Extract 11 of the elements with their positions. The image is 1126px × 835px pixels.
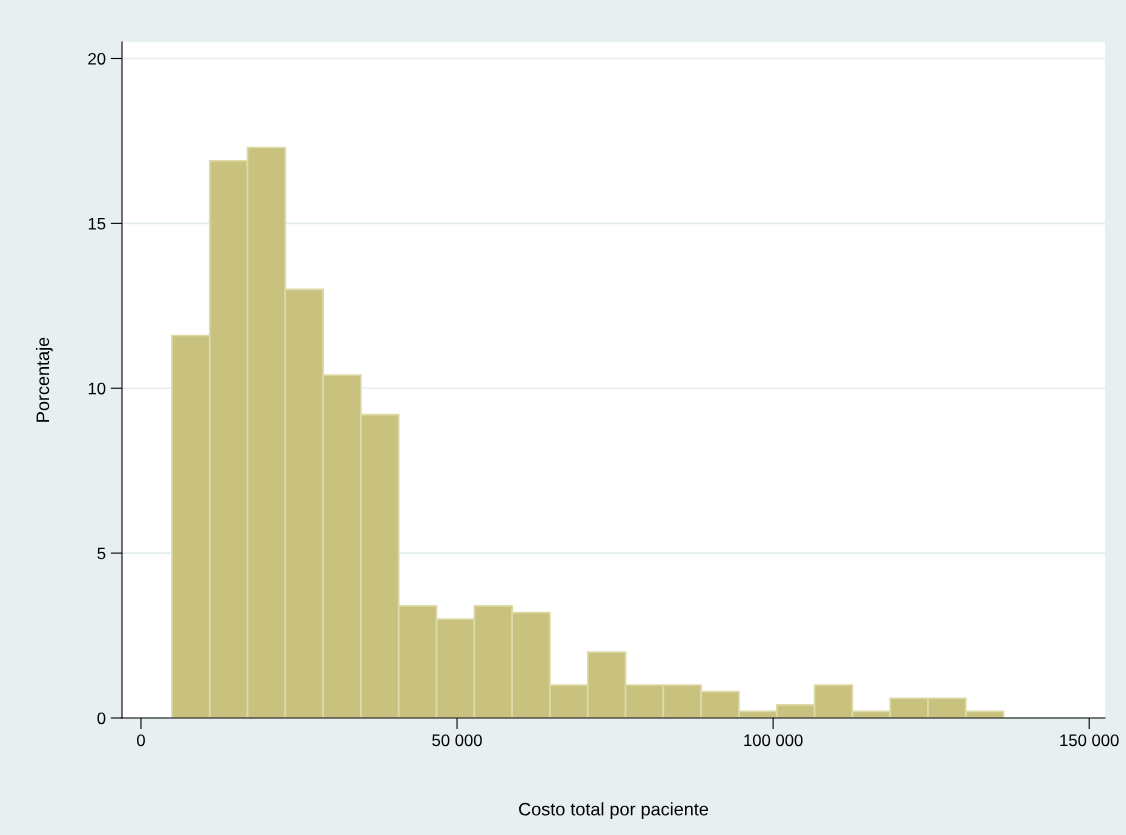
x-tick-label: 100 000	[744, 734, 803, 747]
y-tick-label: 0	[97, 712, 106, 725]
x-axis-title: Costo total por paciente	[519, 802, 709, 820]
y-tick-label: 20	[88, 52, 106, 65]
y-axis-title: Porcentaje	[35, 337, 53, 422]
x-tick-label: 0	[136, 734, 145, 747]
y-tick-label: 15	[88, 217, 106, 230]
x-tick-label: 50 000	[432, 734, 482, 747]
y-tick-label: 10	[88, 382, 106, 395]
x-tick-label: 150 000	[1060, 734, 1119, 747]
y-tick-label: 5	[97, 547, 106, 560]
